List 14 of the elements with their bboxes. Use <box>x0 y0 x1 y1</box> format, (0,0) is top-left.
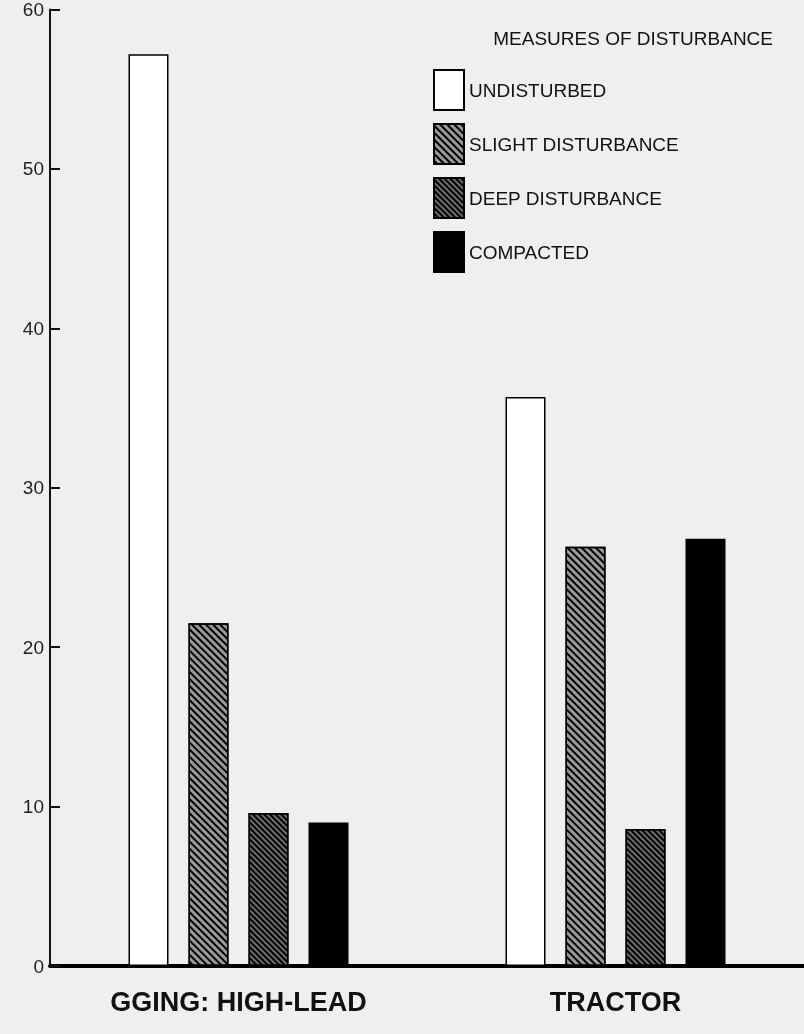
y-tick-label: 30 <box>22 477 44 499</box>
y-tick-label: 60 <box>22 0 44 20</box>
y-tick-label: 40 <box>22 317 44 339</box>
y-tick-label: 20 <box>22 636 44 658</box>
x-tick-label: GGING: HIGH-LEAD <box>110 986 367 1017</box>
y-tick-label: 0 <box>33 955 44 977</box>
legend-title: MEASURES OF DISTURBANCE <box>493 28 774 49</box>
legend-label: UNDISTURBED <box>469 79 607 101</box>
legend-label: DEEP DISTURBANCE <box>469 187 662 209</box>
x-tick-label: TRACTOR <box>549 986 682 1017</box>
legend-label: COMPACTED <box>469 241 589 263</box>
legend-label: SLIGHT DISTURBANCE <box>469 133 679 155</box>
y-tick-label: 50 <box>22 158 44 180</box>
y-tick-label: 10 <box>22 796 44 818</box>
